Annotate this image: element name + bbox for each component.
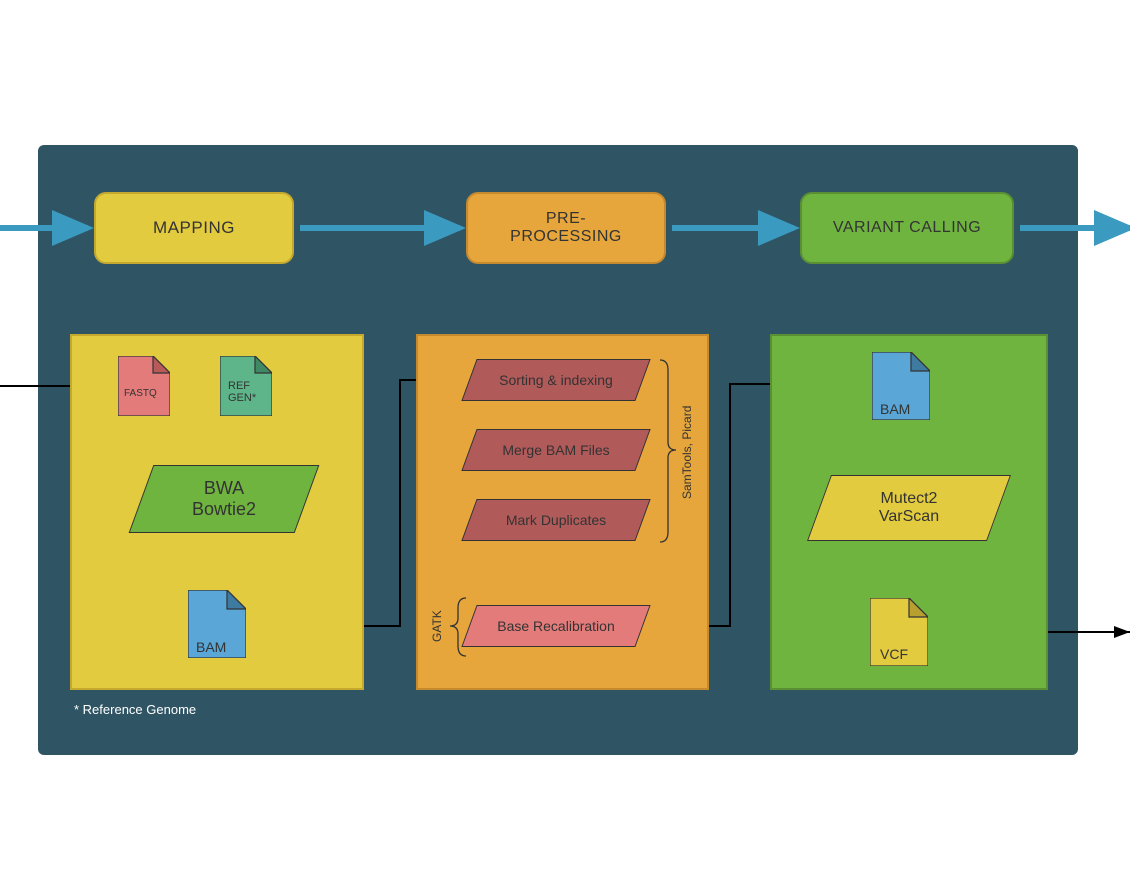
process-mutect: Mutect2 VarScan — [820, 476, 998, 540]
brace-label-gatk: GATK — [430, 596, 444, 656]
process-label-sort: Sorting & indexing — [499, 372, 613, 388]
stage-preproc: PRE- PROCESSING — [466, 192, 666, 264]
file-label-refgen: REF GEN* — [228, 380, 256, 404]
diagram-canvas: MAPPING PRE- PROCESSING VARIANT CALLING FAS… — [0, 0, 1130, 872]
process-label-mutect: Mutect2 VarScan — [879, 490, 939, 527]
stage-variant: VARIANT CALLING — [800, 192, 1014, 264]
brace-samtools — [658, 358, 678, 546]
process-markdup: Mark Duplicates — [470, 500, 642, 540]
brace-label-samtools: SamTools, Picard — [680, 360, 694, 544]
file-fastq — [118, 356, 170, 416]
footnote: * Reference Genome — [74, 702, 196, 717]
process-label-merge: Merge BAM Files — [502, 442, 609, 458]
process-bwa: BWA Bowtie2 — [142, 466, 306, 532]
process-label-recal: Base Recalibration — [497, 618, 615, 634]
process-label-markdup: Mark Duplicates — [506, 512, 606, 528]
process-sort: Sorting & indexing — [470, 360, 642, 400]
stage-mapping: MAPPING — [94, 192, 294, 264]
file-label-bam2: BAM — [880, 402, 910, 417]
file-label-bam1: BAM — [196, 640, 226, 655]
file-label-vcf: VCF — [880, 647, 908, 662]
file-label-fastq: FASTQ — [124, 388, 157, 399]
process-label-bwa: BWA Bowtie2 — [192, 478, 256, 519]
process-recal: Base Recalibration — [470, 606, 642, 646]
process-merge: Merge BAM Files — [470, 430, 642, 470]
brace-gatk — [448, 596, 468, 660]
